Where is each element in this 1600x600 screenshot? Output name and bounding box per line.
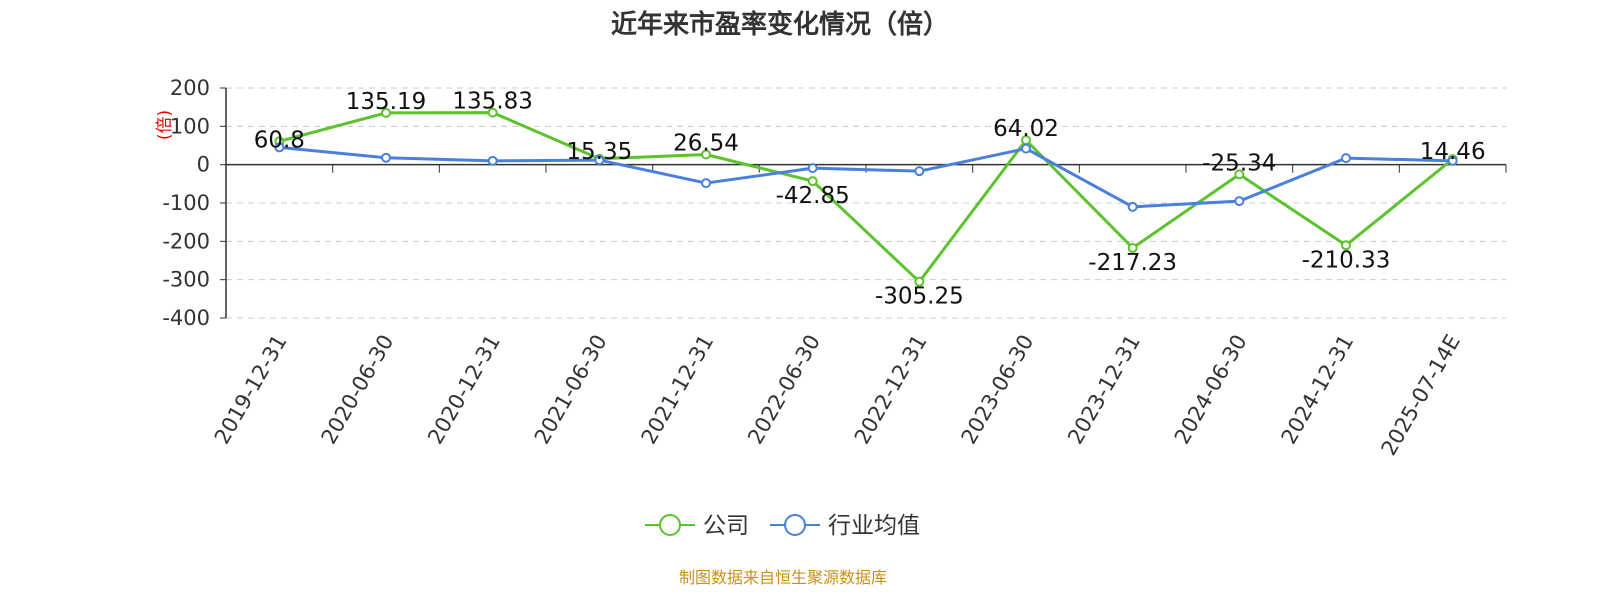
data-label: -25.34	[1202, 150, 1276, 176]
data-label: -42.85	[776, 183, 850, 209]
y-tick-label: -400	[162, 306, 210, 330]
data-point	[381, 152, 391, 163]
data-point	[1234, 169, 1245, 180]
y-tick-label: 200	[170, 76, 210, 100]
source-note: 制图数据来自恒生聚源数据库	[679, 568, 887, 587]
data-label: 15.35	[566, 139, 632, 165]
data-label: 135.83	[452, 89, 532, 115]
legend-item-company[interactable]: 公司	[703, 513, 749, 539]
y-axis-ticks: 200 100 0 -100 -200 -300 -400	[162, 76, 226, 330]
x-tick-label: 2019-12-31	[210, 331, 292, 449]
gridlines	[226, 87, 1506, 319]
data-point	[1234, 196, 1245, 207]
legend-marker-icon	[784, 514, 806, 536]
data-label: 64.02	[993, 116, 1059, 142]
y-tick-label: -300	[162, 268, 210, 292]
data-label: 14.46	[1420, 139, 1486, 165]
x-tick-label: 2020-06-30	[317, 331, 399, 449]
data-point	[701, 149, 711, 160]
x-tick-label: 2022-12-31	[850, 331, 932, 449]
y-tick-label: 0	[197, 153, 210, 177]
series-line-company	[278, 111, 1454, 284]
data-point	[1341, 153, 1351, 164]
x-tick-label: 2025-07-14E	[1377, 331, 1465, 460]
data-labels: 60.8 135.19 135.83 15.35 26.54 -42.85 -305.25 6…	[254, 89, 1486, 310]
data-point	[594, 155, 605, 166]
chart-title: 近年来市盈率变化情况（倍）	[611, 9, 949, 40]
data-label: -210.33	[1302, 247, 1391, 273]
y-tick-label: 100	[170, 114, 210, 138]
data-label: 60.8	[254, 127, 305, 153]
data-point	[914, 276, 925, 287]
data-point	[487, 155, 498, 166]
data-point	[807, 176, 818, 187]
x-axis-ticks: 2019-12-31 2020-06-30 2020-12-31 2021-06-30…	[210, 164, 1507, 460]
data-label: -217.23	[1088, 250, 1177, 276]
x-tick-label: 2023-06-30	[957, 331, 1039, 449]
x-tick-label: 2023-12-31	[1063, 331, 1145, 449]
legend-marker-icon	[659, 514, 681, 536]
data-point	[1021, 143, 1031, 154]
x-tick-label: 2020-12-31	[423, 331, 505, 449]
y-tick-label: -100	[162, 191, 210, 215]
series-group	[274, 107, 1458, 287]
data-point	[1341, 240, 1351, 251]
data-point	[381, 107, 391, 118]
data-point	[807, 163, 818, 174]
x-tick-label: 2024-12-31	[1277, 331, 1359, 449]
x-tick-label: 2021-12-31	[637, 331, 719, 449]
data-point	[274, 142, 285, 153]
data-point	[914, 166, 925, 177]
legend[interactable]: 公司 行业均值	[645, 513, 920, 539]
y-tick-label: -200	[162, 229, 210, 253]
series-line-industry-average	[279, 145, 1453, 209]
data-point	[701, 178, 711, 189]
data-point	[1127, 201, 1138, 212]
data-point	[1447, 155, 1458, 166]
data-label: -305.25	[875, 284, 964, 310]
x-tick-label: 2021-06-30	[530, 331, 612, 449]
legend-item-industry-average[interactable]: 行业均值	[828, 513, 920, 539]
y-axis-label: (倍)	[155, 110, 175, 140]
data-label: 135.19	[346, 89, 426, 115]
data-point	[487, 107, 498, 118]
data-label: 26.54	[673, 130, 739, 156]
x-tick-label: 2024-06-30	[1170, 331, 1252, 449]
data-point	[1127, 242, 1138, 253]
x-tick-label: 2022-06-30	[743, 331, 825, 449]
